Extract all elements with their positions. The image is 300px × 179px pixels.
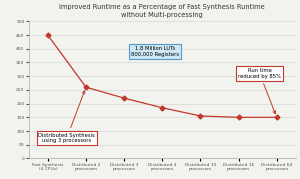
Text: Run time
reduced by 85%: Run time reduced by 85%: [238, 68, 281, 114]
Title: Improved Runtime as a Percentage of Fast Synthesis Runtime
without Multi-process: Improved Runtime as a Percentage of Fast…: [59, 4, 265, 18]
Text: Distributed Synthesis
using 3 processors: Distributed Synthesis using 3 processors: [38, 91, 95, 143]
Text: 1.8 Million LUTs
800,000 Registers: 1.8 Million LUTs 800,000 Registers: [130, 46, 179, 57]
